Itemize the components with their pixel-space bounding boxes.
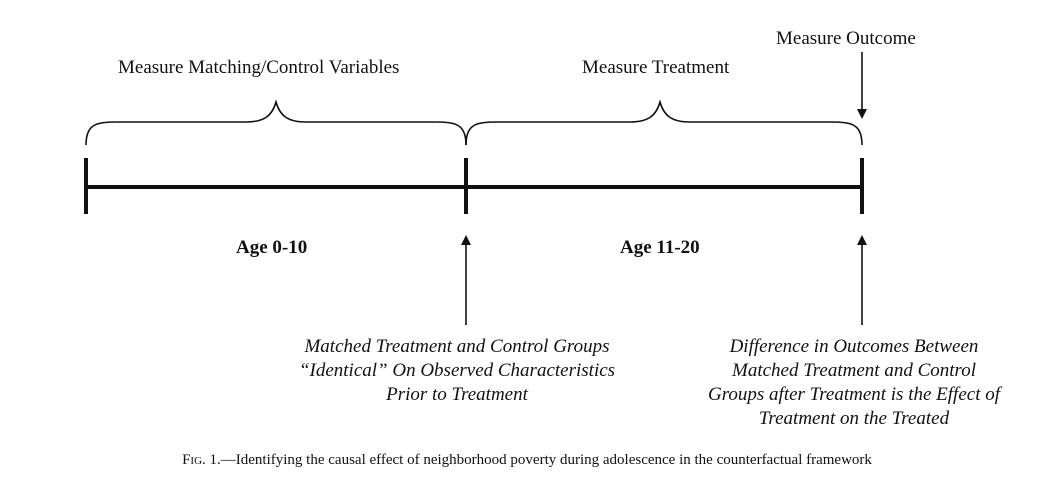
- note-difference-outcomes: Difference in Outcomes Between Matched T…: [674, 335, 1034, 431]
- figure-caption-text: —Identifying the causal effect of neighb…: [220, 452, 872, 468]
- label-measure-treatment: Measure Treatment: [582, 57, 730, 78]
- note-matched-groups-line: Prior to Treatment: [386, 384, 528, 405]
- note-difference-outcomes-line: Matched Treatment and Control: [732, 360, 976, 381]
- note-difference-outcomes-line: Groups after Treatment is the Effect of: [707, 384, 1000, 405]
- label-measure-matching: Measure Matching/Control Variables: [118, 57, 400, 78]
- figure-caption-label: Fig. 1.: [182, 452, 221, 468]
- note-difference-outcomes-line: Difference in Outcomes Between: [729, 336, 979, 357]
- brace-treatment-period: [465, 99, 863, 146]
- note-matched-groups-line: “Identical” On Observed Characteristics: [298, 360, 616, 381]
- note-difference-outcomes-line: Treatment on the Treated: [758, 408, 950, 429]
- figure-caption: Fig. 1.—Identifying the causal effect of…: [0, 450, 1054, 470]
- label-age-11-20: Age 11-20: [620, 237, 700, 258]
- note-matched-groups-line: Matched Treatment and Control Groups: [304, 336, 610, 357]
- label-measure-outcome: Measure Outcome: [776, 28, 916, 49]
- brace-matching-period: [85, 99, 467, 146]
- note-matched-groups: Matched Treatment and Control Groups “Id…: [262, 335, 652, 407]
- label-age-0-10: Age 0-10: [236, 237, 308, 258]
